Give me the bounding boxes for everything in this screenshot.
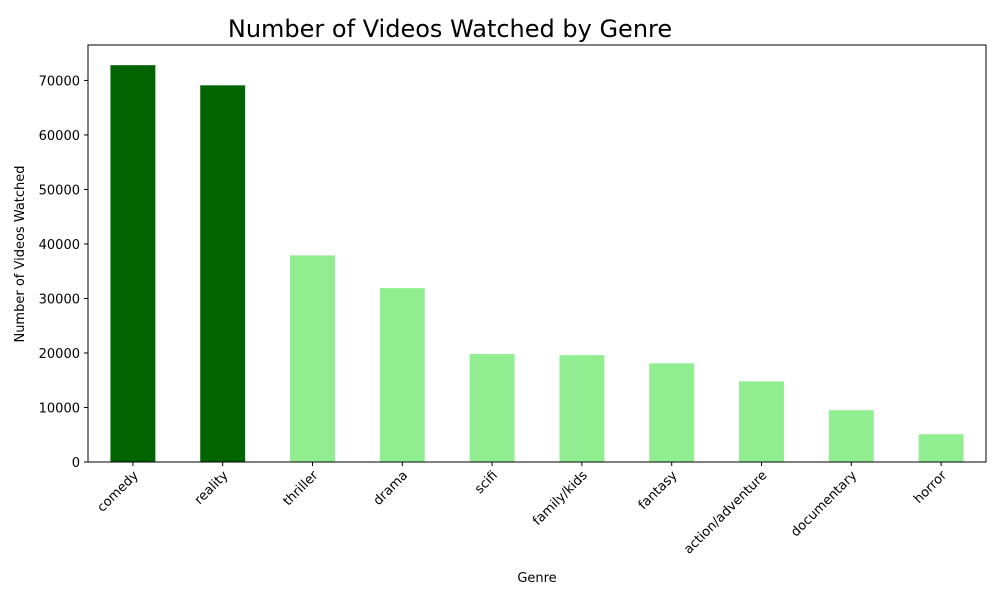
bar-drama: [379, 288, 425, 462]
x-tick-label: family/kids: [530, 468, 591, 529]
bar-action-adventure: [739, 381, 784, 462]
bar-scifi: [469, 354, 515, 462]
bar-reality: [200, 85, 246, 463]
plot-area-frame: [87, 44, 987, 463]
x-axis-label: Genre: [517, 571, 556, 586]
x-tick-label: scifi: [472, 468, 501, 497]
bar-documentary: [828, 410, 874, 462]
y-tick-label: 30000: [39, 292, 80, 307]
y-tick-label: 40000: [39, 238, 80, 253]
x-tick-label: action/adventure: [681, 468, 770, 557]
y-tick-label: 50000: [39, 183, 80, 198]
bar-horror: [918, 434, 964, 462]
y-tick-label: 10000: [39, 401, 80, 416]
x-tick-label: reality: [192, 468, 232, 508]
y-axis-ticks: 0 10000 20000 30000 40000 50000 60000 70000: [39, 74, 88, 471]
bar-comedy: [110, 65, 156, 462]
bar-fantasy: [649, 363, 695, 462]
x-axis-ticks: comedy reality thriller drama scifi family/ki…: [95, 462, 950, 557]
bar-family-kids: [559, 355, 605, 462]
bar-thriller: [290, 255, 335, 462]
x-tick-label: thriller: [280, 468, 321, 509]
y-tick-label: 0: [72, 456, 80, 471]
x-tick-label: drama: [371, 468, 411, 508]
x-tick-label: horror: [911, 468, 950, 507]
bars-group: [110, 65, 964, 463]
x-tick-label: documentary: [788, 468, 860, 540]
y-tick-label: 20000: [39, 347, 80, 362]
y-tick-label: 70000: [39, 74, 80, 89]
x-tick-label: fantasy: [636, 468, 681, 513]
chart-title: Number of Videos Watched by Genre: [228, 15, 672, 43]
y-axis-label: Number of Videos Watched: [13, 165, 28, 342]
y-tick-label: 60000: [39, 129, 80, 144]
x-tick-label: comedy: [95, 468, 142, 515]
